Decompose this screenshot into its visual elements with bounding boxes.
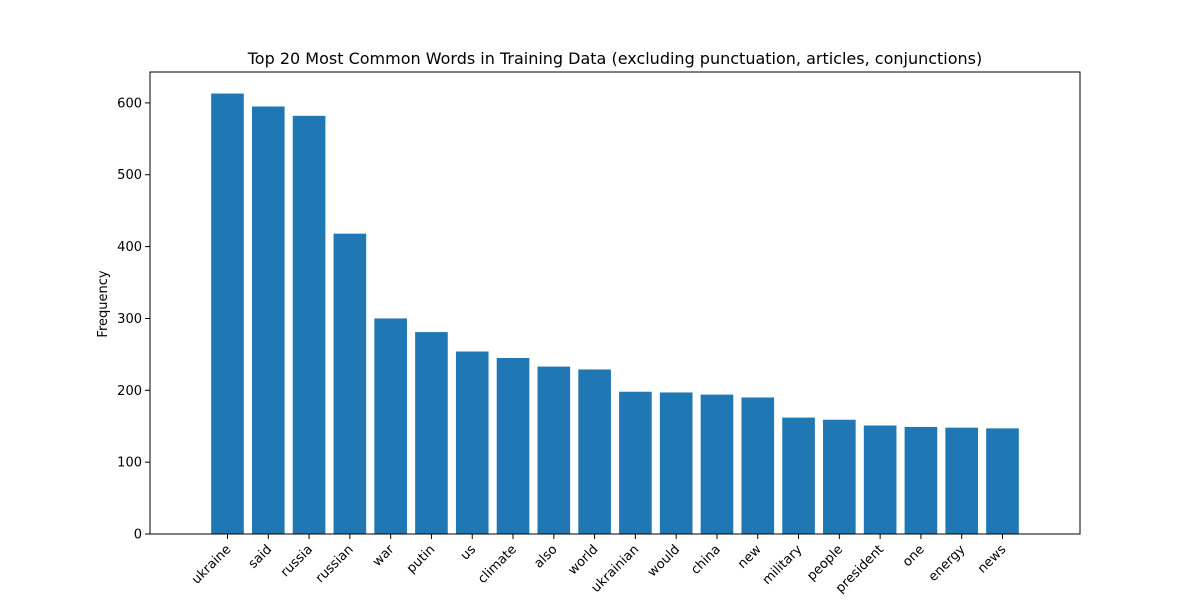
y-tick-label: 600 (117, 96, 142, 111)
bar-ukrainian (619, 391, 652, 534)
bar-climate (496, 357, 530, 534)
x-tick-label-new: new (735, 542, 765, 572)
x-tick-label-energy: energy (926, 542, 969, 585)
chart-title: Top 20 Most Common Words in Training Dat… (247, 49, 983, 68)
x-tick-label-war: war (370, 542, 398, 570)
bar-also (537, 366, 571, 534)
y-axis-ticks: 0 100 200 300 400 500 600 (117, 96, 150, 543)
x-tick-label-military: military (760, 542, 806, 588)
x-tick-label-world: world (566, 542, 602, 578)
x-tick-label-putin: putin (404, 542, 438, 576)
bar-war (374, 318, 407, 534)
y-axis-label: Frequency (96, 270, 111, 337)
bar-energy (945, 427, 979, 534)
bar-russia (292, 115, 326, 534)
y-tick-label: 400 (117, 240, 142, 255)
bar-ukraine (211, 93, 244, 534)
x-tick-label-climate: climate (475, 542, 520, 587)
bar-new (741, 397, 775, 534)
x-tick-label-russian: russian (313, 542, 357, 586)
x-tick-label-china: china (688, 542, 724, 578)
x-tick-label-would: would (645, 542, 683, 580)
x-tick-label-ukraine: ukraine (189, 542, 234, 587)
bar-military (782, 417, 815, 534)
bar-president (863, 425, 897, 534)
bar-us (455, 351, 489, 534)
bar-would (659, 392, 693, 534)
y-tick-label: 500 (117, 168, 142, 183)
bar-world (578, 369, 611, 534)
x-tick-label-russia: russia (278, 542, 316, 580)
y-tick-label: 100 (117, 456, 142, 471)
bar-putin (415, 332, 448, 534)
bar-russian (333, 233, 367, 534)
plot-frame (149, 71, 1081, 535)
bar-one (904, 426, 938, 534)
y-tick-label: 300 (117, 312, 142, 327)
y-tick-label: 200 (117, 384, 142, 399)
x-tick-label-one: one (900, 542, 928, 570)
bar-said (251, 106, 285, 535)
bar-people (823, 419, 856, 534)
bar-news (986, 428, 1019, 534)
x-tick-label-also: also (531, 542, 560, 571)
bars-group (211, 93, 1019, 535)
x-tick-label-us: us (458, 542, 479, 563)
bar-china (700, 394, 734, 534)
x-tick-label-said: said (246, 542, 275, 571)
y-tick-label: 0 (134, 528, 142, 543)
x-tick-label-news: news (975, 542, 1010, 577)
